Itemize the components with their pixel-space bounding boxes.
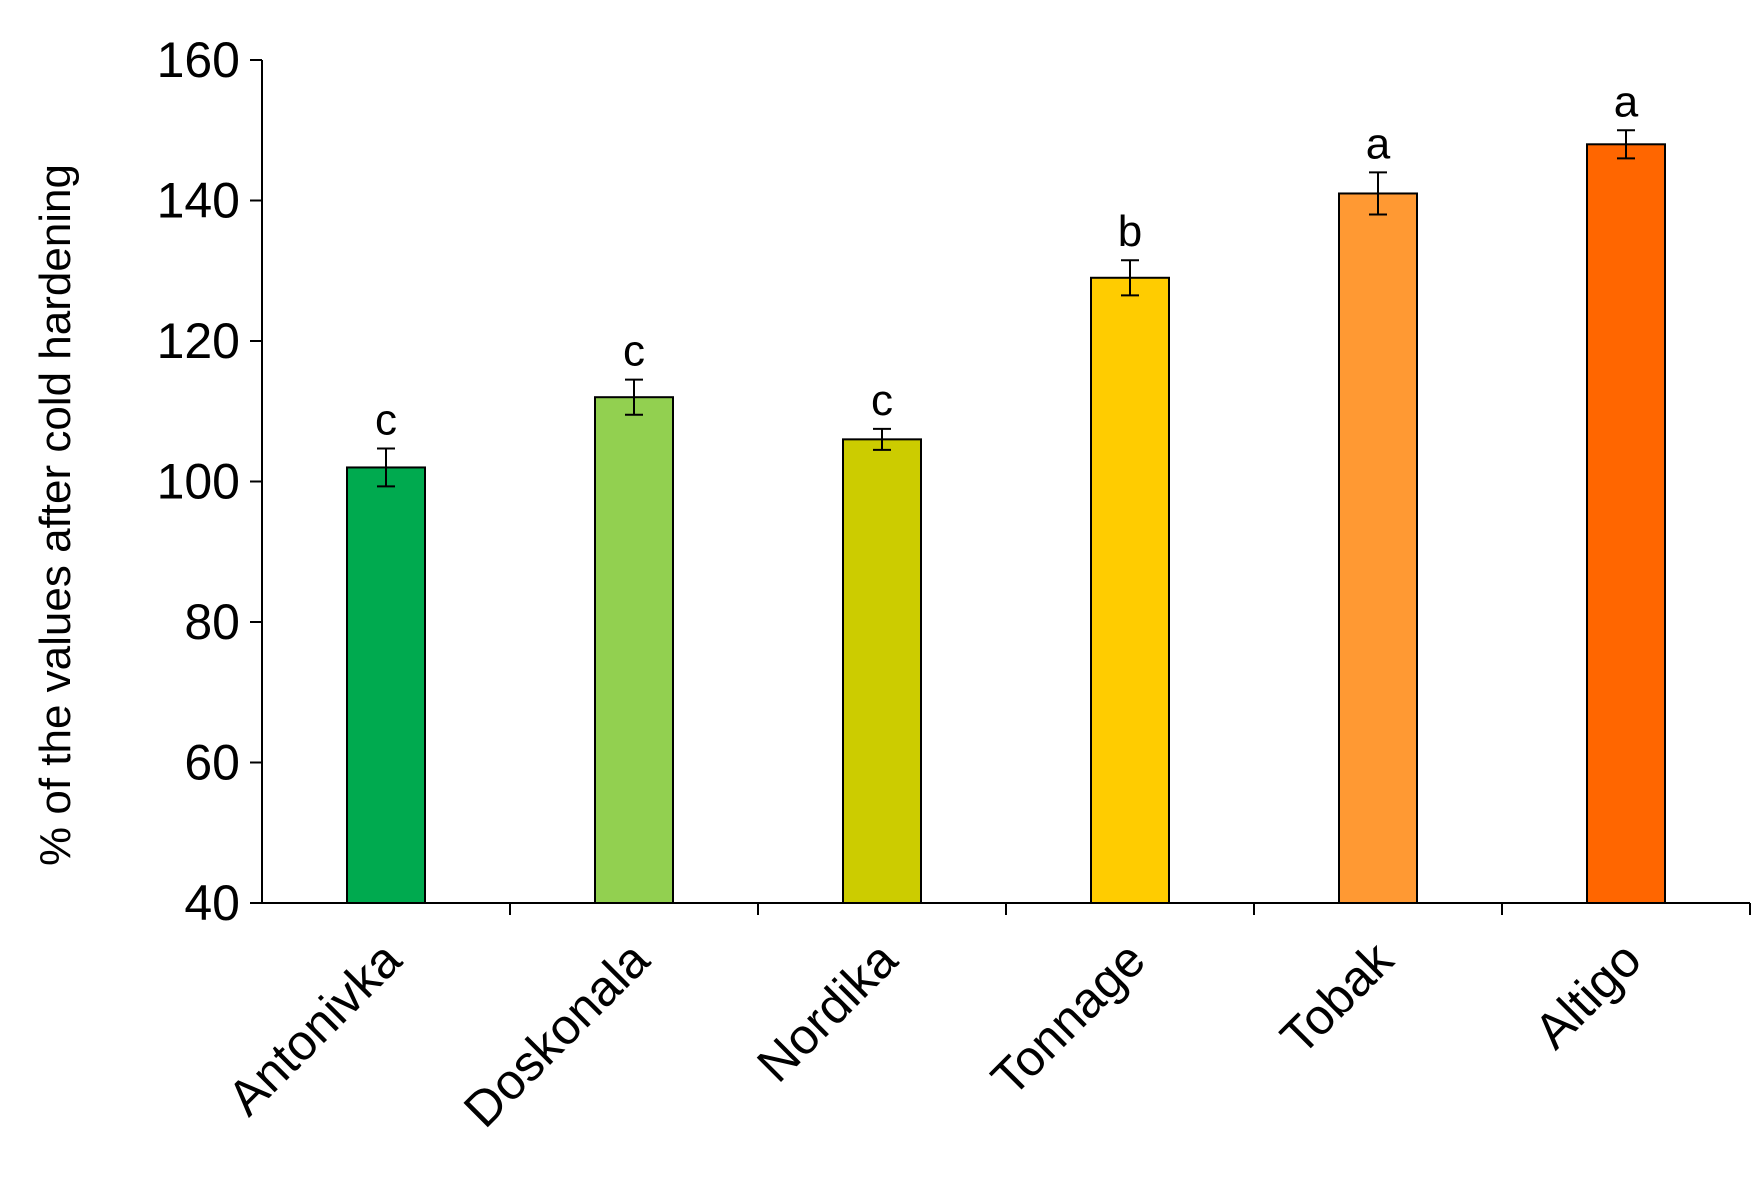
significance-letter: a	[1614, 77, 1639, 126]
y-tick-label: 140	[157, 173, 240, 229]
bar-nordika	[842, 438, 922, 904]
axes: 40 60 80 100 120 140 160	[157, 32, 1751, 931]
labels: c Antonivka c Doskonala c Nordika b Tonnage a Tob…	[217, 77, 1652, 1138]
y-axis-title: % of the values after cold hardening	[31, 164, 80, 866]
y-tick-label: 80	[184, 594, 240, 650]
significance-letter: b	[1118, 207, 1142, 256]
y-tick-label: 100	[157, 454, 240, 510]
category-label: Altigo	[1524, 931, 1652, 1059]
bar-tonnage	[1090, 276, 1170, 904]
bar-antonivka	[346, 466, 426, 904]
bars	[346, 129, 1666, 905]
bar-tobak	[1338, 192, 1418, 905]
category-label: Antonivka	[217, 931, 412, 1126]
y-tick-label: 160	[157, 32, 240, 88]
category-label: Nordika	[746, 931, 908, 1093]
y-tick-label: 120	[157, 313, 240, 369]
bar-doskonala	[594, 396, 674, 904]
y-tick-label: 40	[184, 875, 240, 931]
significance-letter: c	[871, 376, 893, 425]
y-tick-label: 60	[184, 735, 240, 791]
category-label: Tobak	[1270, 930, 1405, 1065]
significance-letter: c	[375, 395, 397, 444]
bar-altigo	[1586, 143, 1666, 905]
significance-letter: a	[1366, 119, 1391, 168]
significance-letter: c	[623, 327, 645, 376]
category-label: Tonnage	[981, 931, 1156, 1106]
category-label: Doskonala	[453, 931, 660, 1138]
